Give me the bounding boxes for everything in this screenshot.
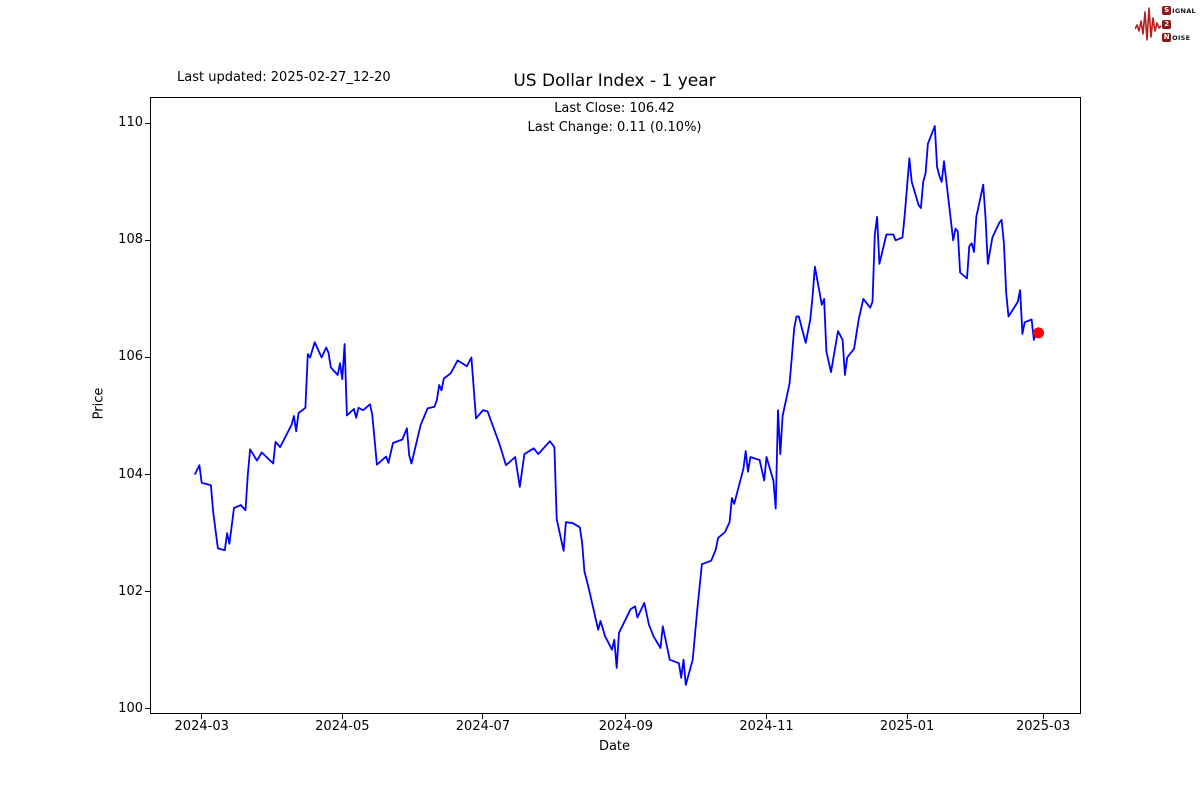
- y-tick-label: 106: [118, 349, 143, 365]
- y-tick-mark: [145, 591, 150, 593]
- logo-badge-2: 2: [1162, 19, 1172, 29]
- last-close-marker: [1033, 327, 1044, 339]
- y-tick-label: 108: [118, 232, 143, 248]
- signal2noise-logo: S IGNAL 2 N OISE: [1135, 4, 1196, 44]
- x-tick-mark: [341, 714, 343, 719]
- y-tick-label: 104: [118, 466, 143, 482]
- x-tick-label: 2024-11: [739, 719, 794, 734]
- price-line-chart: [193, 125, 1044, 686]
- x-tick-mark: [765, 714, 767, 719]
- y-tick-mark: [145, 122, 150, 124]
- logo-text-oise: OISE: [1172, 33, 1191, 42]
- x-tick-mark: [1042, 714, 1044, 719]
- x-tick-label: 2024-03: [174, 719, 229, 734]
- x-tick-mark: [625, 714, 627, 719]
- logo-badge-s: S: [1162, 6, 1172, 15]
- price-line: [193, 125, 1040, 686]
- logo-text-ignal: IGNAL: [1172, 6, 1196, 15]
- logo-row-noise: N OISE: [1162, 32, 1196, 43]
- logo-row-signal: S IGNAL: [1162, 5, 1196, 16]
- x-tick-label: 2024-05: [315, 719, 370, 734]
- chart-annotation: Last Close: 106.42 Last Change: 0.11 (0.…: [150, 99, 1079, 137]
- x-tick-mark: [201, 714, 203, 719]
- waveform-icon: [1135, 7, 1162, 41]
- last-updated-text: Last updated: 2025-02-27_12-20: [177, 70, 391, 85]
- x-tick-label: 2025-03: [1015, 719, 1071, 734]
- x-tick-label: 2024-09: [598, 719, 654, 734]
- plot-area: 100 102 104 106 108 110 2024-03 2024-05 2024-07 2…: [118, 97, 1081, 734]
- y-tick-mark: [145, 356, 150, 358]
- chart-title: US Dollar Index - 1 year: [513, 71, 716, 91]
- y-axis-label: Price: [91, 387, 107, 420]
- x-tick-mark: [482, 714, 484, 719]
- y-tick-label: 100: [118, 700, 143, 716]
- x-axis-label: Date: [598, 739, 631, 754]
- logo-badge-n: N: [1162, 33, 1172, 42]
- logo-row-2: 2: [1162, 19, 1196, 30]
- last-close-text: Last Close: 106.42: [554, 101, 675, 116]
- y-tick-label: 102: [118, 583, 143, 599]
- y-tick-mark: [145, 474, 150, 476]
- y-tick-mark: [145, 708, 150, 710]
- y-tick-mark: [145, 239, 150, 241]
- last-change-text: Last Change: 0.11 (0.10%): [527, 120, 702, 135]
- x-tick-mark: [906, 714, 908, 719]
- logo-text: S IGNAL 2 N OISE: [1162, 5, 1196, 43]
- x-tick-label: 2025-01: [879, 719, 935, 734]
- y-tick-label: 110: [118, 115, 143, 131]
- x-tick-label: 2024-07: [455, 719, 511, 734]
